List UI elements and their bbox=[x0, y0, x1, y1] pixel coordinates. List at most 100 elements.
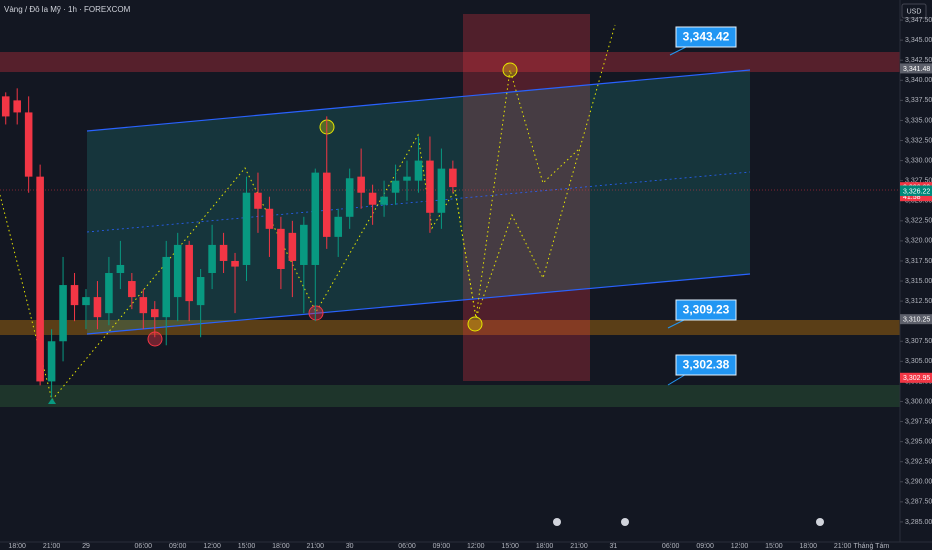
x-tick-label: 06:00 bbox=[398, 543, 416, 550]
y-tick-label: 3,320.00 bbox=[905, 238, 932, 245]
currency-box bbox=[901, 3, 927, 19]
candle-body bbox=[265, 208, 274, 229]
candle-body bbox=[288, 232, 297, 261]
x-tick-label: 30 bbox=[346, 543, 354, 550]
x-tick-label: 09:00 bbox=[696, 543, 714, 550]
candle-body bbox=[334, 216, 342, 237]
y-tick-label: 3,305.00 bbox=[905, 358, 932, 365]
x-tick-label: 18:00 bbox=[536, 543, 554, 550]
candle-body bbox=[242, 192, 251, 265]
candle-body bbox=[70, 285, 79, 306]
support-zone bbox=[0, 320, 900, 335]
candle-body bbox=[426, 160, 434, 213]
marker bbox=[308, 305, 324, 321]
price-label-bg bbox=[900, 185, 932, 196]
path-history bbox=[0, 133, 456, 402]
candle-body bbox=[345, 178, 354, 217]
x-tick-label: 21:00 bbox=[43, 543, 61, 550]
candle-body bbox=[254, 192, 262, 209]
x-tick-label: 12:00 bbox=[731, 543, 749, 550]
x-tick-label: 09:00 bbox=[169, 543, 187, 550]
x-tick-label: 18:00 bbox=[800, 543, 818, 550]
candle-body bbox=[322, 172, 331, 237]
x-tick-label: 15:00 bbox=[501, 543, 519, 550]
price-label-bg bbox=[900, 314, 932, 325]
x-tick-label: 15:00 bbox=[765, 543, 783, 550]
callout-label: 3,309.23 bbox=[683, 303, 730, 317]
y-tick-label: 3,340.00 bbox=[905, 77, 932, 84]
channel-bottom bbox=[86, 273, 751, 335]
candle-body bbox=[36, 176, 44, 382]
y-tick-label: 3,327.50 bbox=[905, 178, 932, 185]
candle-body bbox=[391, 180, 400, 193]
channel-fill bbox=[87, 70, 750, 334]
candle-body bbox=[357, 176, 365, 193]
y-tick-label: 3,295.00 bbox=[905, 438, 932, 445]
y-tick-label: 3,312.50 bbox=[905, 298, 932, 305]
x-tick-label: 18:00 bbox=[8, 543, 26, 550]
price-label: 3,326.22 bbox=[903, 188, 930, 195]
callout: 3,302.38 bbox=[667, 354, 737, 386]
y-tick-label: 3,287.50 bbox=[905, 499, 932, 506]
candle-body bbox=[24, 112, 33, 177]
x-tick-label: 21:00 bbox=[570, 543, 588, 550]
candle-body bbox=[368, 192, 377, 205]
y-tick-label: 3,300.00 bbox=[905, 398, 932, 405]
x-tick-label: 15:00 bbox=[238, 543, 256, 550]
y-tick-label: 3,297.50 bbox=[905, 418, 932, 425]
event-icon bbox=[621, 518, 629, 526]
candle-body bbox=[437, 168, 446, 213]
candle-body bbox=[231, 260, 239, 267]
risk-box bbox=[463, 14, 590, 381]
candle-body bbox=[403, 176, 411, 181]
candle-body bbox=[150, 309, 159, 318]
candle-body bbox=[47, 341, 56, 382]
resistance-zone bbox=[0, 52, 900, 72]
callout-box bbox=[675, 354, 737, 376]
y-tick-label: 3,332.50 bbox=[905, 137, 932, 144]
candle-body bbox=[93, 297, 102, 318]
x-tick-label: 29 bbox=[82, 543, 90, 550]
candle-body bbox=[196, 277, 205, 306]
candle-body bbox=[128, 281, 136, 298]
price-label-bg bbox=[900, 63, 932, 74]
x-tick-label: Tháng Tám bbox=[854, 543, 890, 550]
y-tick-label: 3,292.50 bbox=[905, 459, 932, 466]
channel-mid bbox=[86, 171, 751, 233]
candle-body bbox=[59, 285, 67, 342]
x-tick-label: 12:00 bbox=[203, 543, 221, 550]
candles bbox=[1, 88, 457, 398]
candle-body bbox=[13, 100, 21, 113]
price-label: 3,302.95 bbox=[903, 375, 930, 382]
countdown-bg bbox=[900, 192, 932, 202]
chart-title: Vàng / Đô la Mỹ · 1h · FOREXCOM bbox=[4, 5, 131, 14]
x-tick-label: 06:00 bbox=[135, 543, 153, 550]
x-tick-label: 21:00 bbox=[307, 543, 325, 550]
y-tick-label: 3,337.50 bbox=[905, 97, 932, 104]
y-tick-label: 3,317.50 bbox=[905, 258, 932, 265]
y-tick-label: 3,335.00 bbox=[905, 117, 932, 124]
x-tick-label: 12:00 bbox=[467, 543, 485, 550]
candle-body bbox=[208, 244, 216, 274]
y-tick-label: 3,330.00 bbox=[905, 157, 932, 164]
path-forecast-b bbox=[454, 24, 616, 319]
candle-body bbox=[300, 224, 308, 265]
candle-body bbox=[277, 228, 285, 269]
price-label: 3,341.48 bbox=[903, 66, 930, 73]
channel-top bbox=[86, 69, 751, 132]
y-tick-label: 3,322.50 bbox=[905, 218, 932, 225]
candle-body bbox=[116, 264, 125, 274]
candle-body bbox=[162, 256, 171, 318]
y-tick-label: 3,285.00 bbox=[905, 519, 932, 526]
callout-box bbox=[675, 299, 737, 321]
x-tick-label: 09:00 bbox=[433, 543, 451, 550]
price-label: 3,310.25 bbox=[903, 317, 930, 324]
candle-body bbox=[139, 297, 148, 314]
event-icon bbox=[553, 518, 561, 526]
candle-body bbox=[173, 244, 182, 298]
candle-body bbox=[185, 244, 193, 302]
y-tick-label: 3,342.50 bbox=[905, 57, 932, 64]
x-tick-label: 06:00 bbox=[662, 543, 680, 550]
callout: 3,309.23 bbox=[667, 299, 737, 329]
